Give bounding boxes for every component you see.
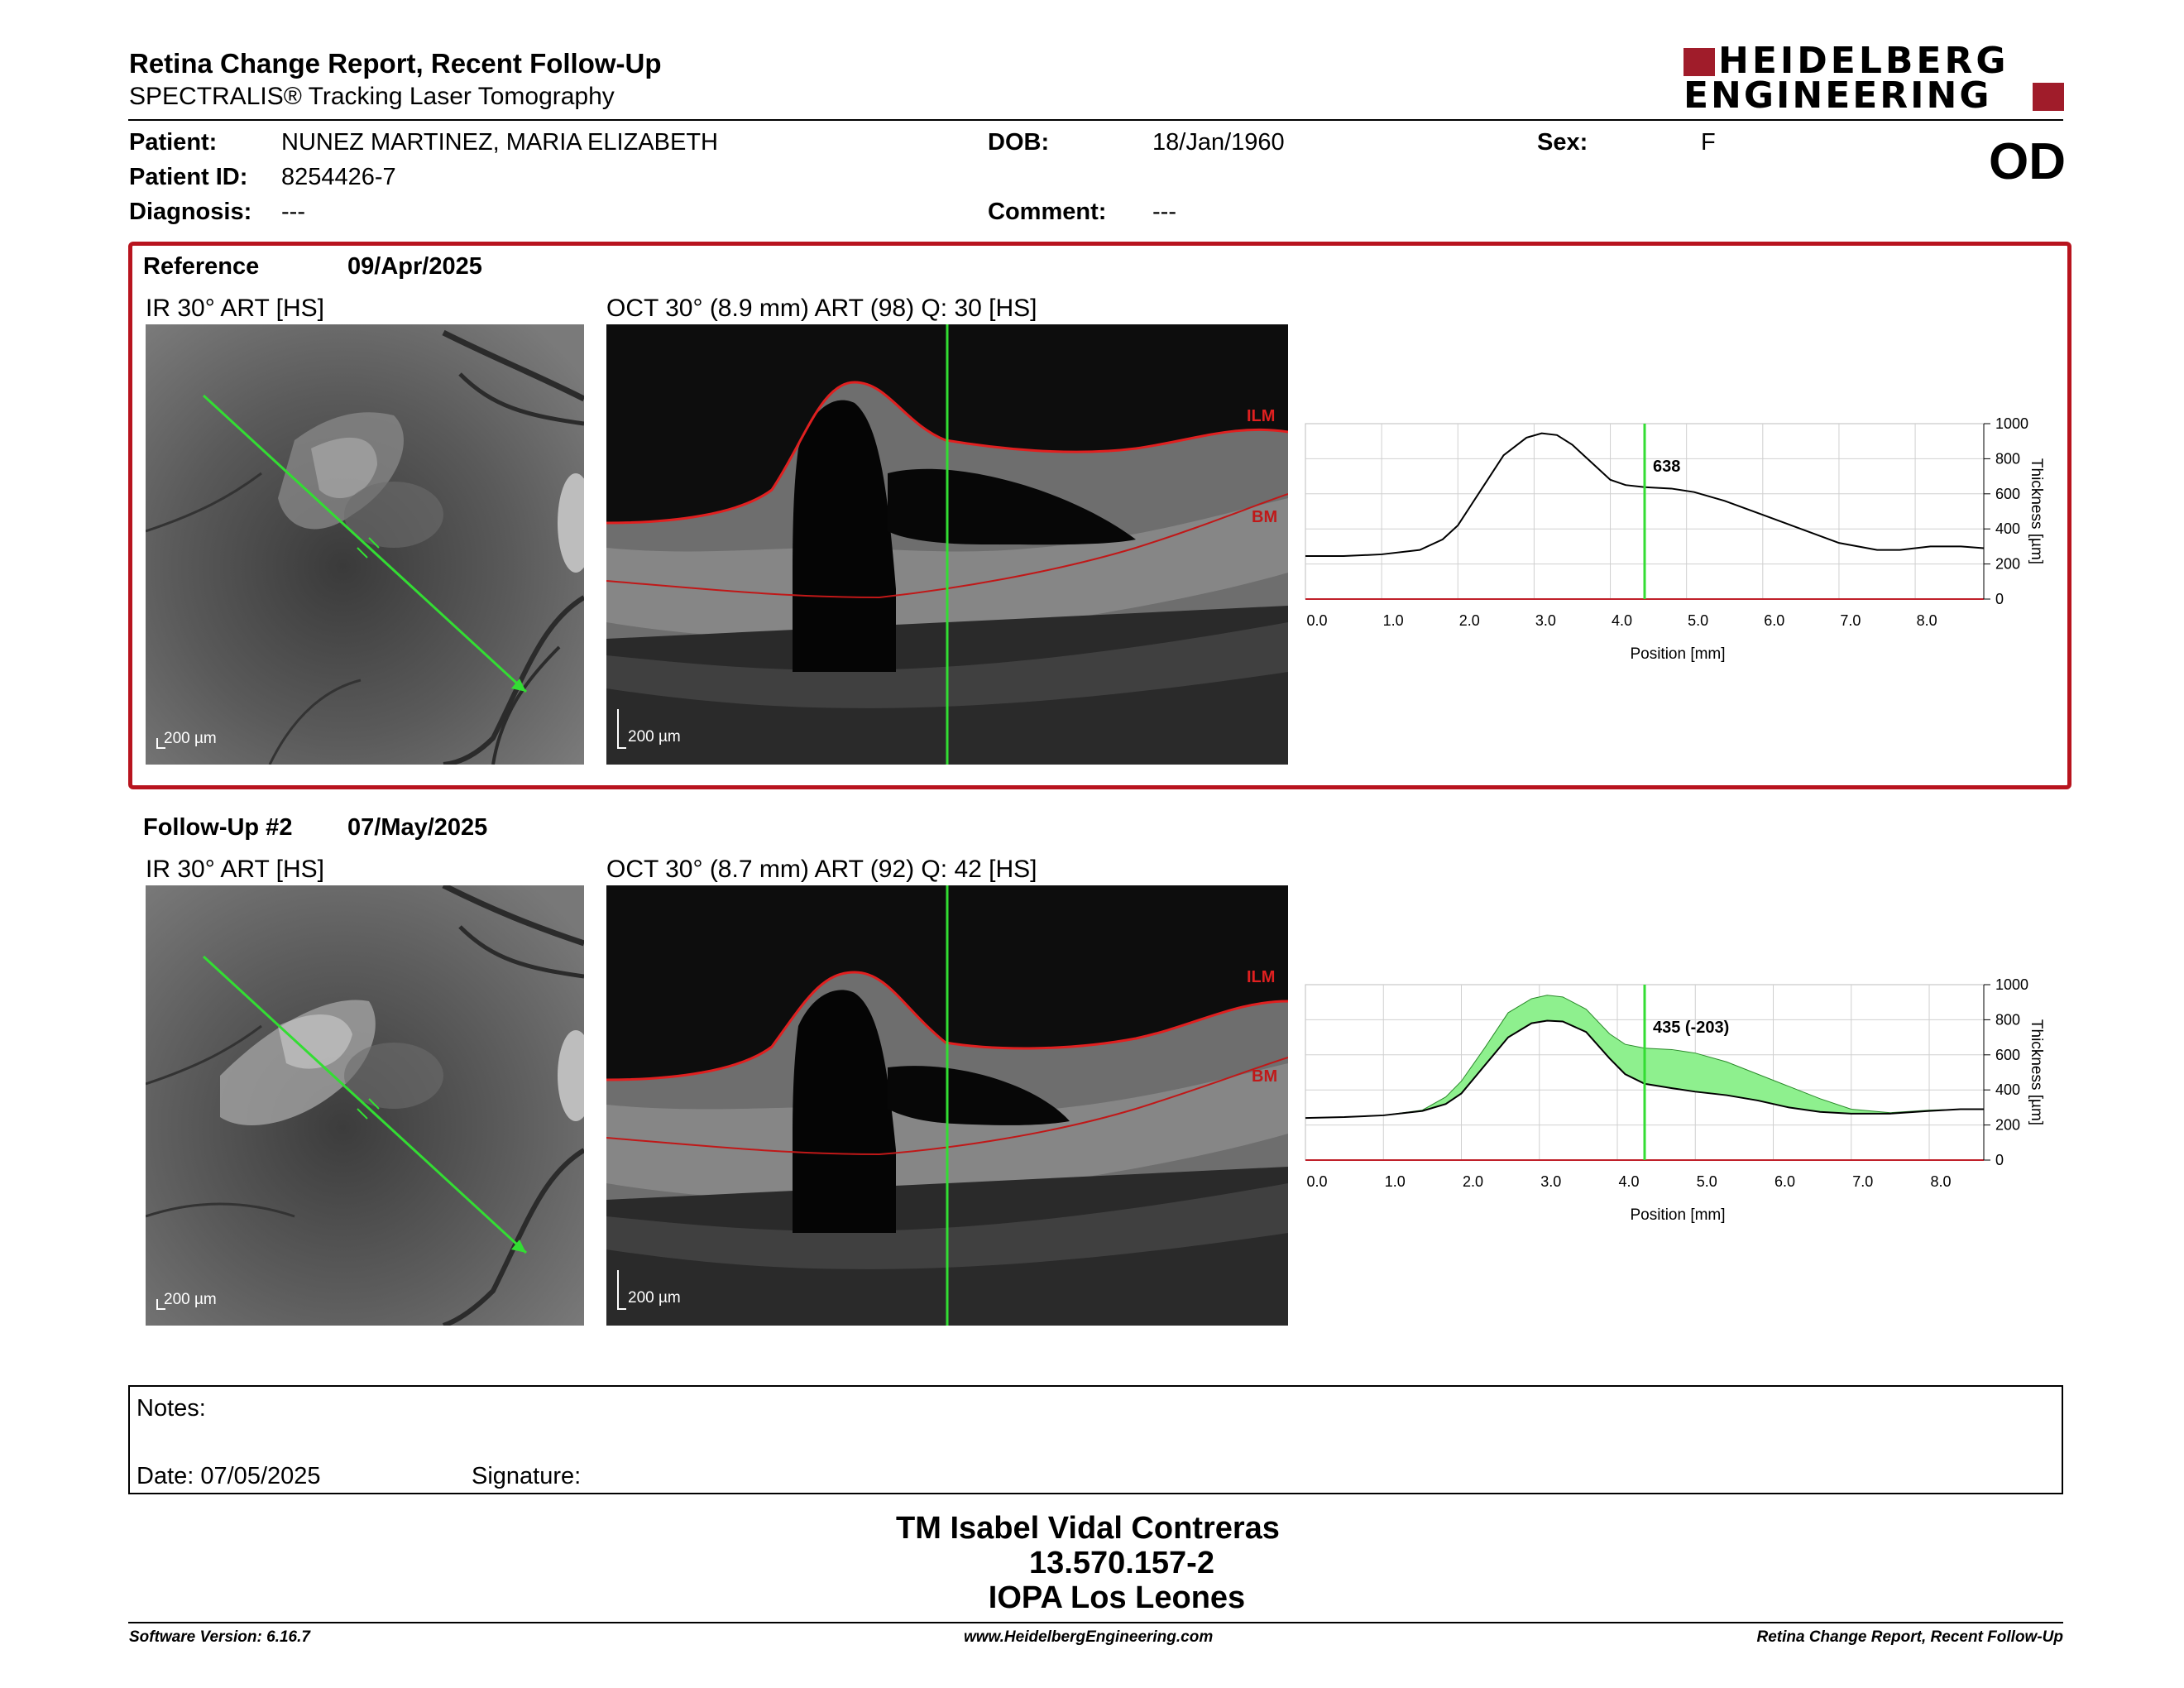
fu-chart-xtick-4: 4.0: [1618, 1173, 1639, 1190]
followup-bm-label: BM: [1252, 1067, 1278, 1086]
reference-ir-scale: 200 µm: [164, 730, 217, 747]
fu-chart-xtick-2: 2.0: [1463, 1173, 1483, 1190]
ref-chart-ylabel: Thickness [µm]: [2028, 458, 2045, 564]
followup-thickness-chart: 0.0 1.0 2.0 3.0 4.0 5.0 6.0 7.0 8.0 0 200 400 600 800…: [1305, 976, 2045, 1224]
reference-oct-caption: OCT 30° (8.9 mm) ART (98) Q: 30 [HS]: [606, 295, 1037, 322]
followup-oct-scale: 200 µm: [628, 1289, 681, 1307]
fu-chart-xtick-5: 5.0: [1697, 1173, 1717, 1190]
fu-chart-series-current: [1305, 1019, 1984, 1120]
logo-line-1: HEIDELBERG: [1718, 40, 2009, 82]
ref-chart-xtick-0: 0.0: [1306, 612, 1327, 629]
ref-chart-xlabel: Position [mm]: [1630, 645, 1725, 663]
report-title: Retina Change Report, Recent Follow-Up: [129, 48, 662, 79]
reference-thickness-chart: 0.0 1.0 2.0 3.0 4.0 5.0 6.0 7.0 8.0 0 200 400 600 800…: [1305, 415, 2045, 663]
fu-chart-xtick-1: 1.0: [1385, 1173, 1406, 1190]
notes-label: Notes:: [136, 1395, 206, 1422]
followup-ir-image: 200 µm: [146, 885, 584, 1326]
ref-chart-xtick-4: 4.0: [1612, 612, 1632, 629]
ref-chart-xtick-3: 3.0: [1535, 612, 1556, 629]
ref-chart-xtick-6: 6.0: [1764, 612, 1784, 629]
followup-oct-image: ILM BM 200 µm: [606, 885, 1288, 1326]
report-subtitle: SPECTRALIS® Tracking Laser Tomography: [129, 83, 615, 110]
ref-chart-ytick-400: 400: [1995, 520, 2020, 537]
patient-name: NUNEZ MARTINEZ, MARIA ELIZABETH: [281, 129, 718, 156]
ref-chart-xtick-1: 1.0: [1383, 612, 1404, 629]
fu-chart-ytick-600: 600: [1995, 1047, 2020, 1063]
patient-label: Patient:: [129, 129, 218, 156]
logo-line-2: ENGINEERING: [1684, 74, 1992, 117]
ref-chart-xtick-2: 2.0: [1459, 612, 1480, 629]
footer-divider: [128, 1622, 2063, 1623]
followup-ir-scale: 200 µm: [164, 1291, 217, 1308]
signer-id: 13.570.157-2: [1029, 1546, 1214, 1580]
logo-square-top: [1684, 48, 1715, 76]
eye-label: OD: [1989, 133, 2066, 190]
comment-label: Comment:: [988, 199, 1107, 225]
fu-chart-xlabel: Position [mm]: [1630, 1206, 1725, 1224]
fu-chart-ylabel: Thickness [µm]: [2028, 1019, 2045, 1125]
reference-ilm-label: ILM: [1247, 407, 1276, 425]
ref-chart-ytick-200: 200: [1995, 556, 2020, 573]
reference-oct-scale: 200 µm: [628, 728, 681, 746]
fu-chart-ytick-1000: 1000: [1995, 976, 2028, 993]
fu-chart-ytick-200: 200: [1995, 1117, 2020, 1134]
dob-value: 18/Jan/1960: [1152, 129, 1285, 156]
followup-label: Follow-Up #2: [143, 814, 293, 841]
signer-name: TM Isabel Vidal Contreras: [896, 1511, 1280, 1546]
ref-chart-ytick-1000: 1000: [1995, 415, 2028, 432]
notes-date: Date: 07/05/2025: [136, 1463, 321, 1489]
fu-chart-xtick-8: 8.0: [1931, 1173, 1952, 1190]
fu-chart-xtick-7: 7.0: [1852, 1173, 1873, 1190]
comment-value: ---: [1152, 199, 1176, 225]
ref-chart-ytick-600: 600: [1995, 486, 2020, 502]
fu-chart-ytick-400: 400: [1995, 1081, 2020, 1098]
reference-label: Reference: [143, 253, 260, 280]
ref-chart-ytick-800: 800: [1995, 450, 2020, 467]
fu-chart-marker-value: 435 (-203): [1653, 1019, 1729, 1037]
footer-report-name: Retina Change Report, Recent Follow-Up: [1756, 1628, 2063, 1646]
fu-chart-ytick-800: 800: [1995, 1011, 2020, 1028]
followup-oct-caption: OCT 30° (8.7 mm) ART (92) Q: 42 [HS]: [606, 856, 1037, 883]
reference-ir-caption: IR 30° ART [HS]: [146, 295, 324, 322]
notes-box[interactable]: Notes: Date: 07/05/2025 Signature:: [128, 1385, 2063, 1494]
reference-oct-image: ILM BM 200 µm: [606, 324, 1288, 765]
fu-chart-xtick-3: 3.0: [1540, 1173, 1561, 1190]
notes-signature-label: Signature:: [472, 1463, 582, 1489]
fu-chart-ytick-0: 0: [1995, 1152, 2004, 1168]
reference-frame: [128, 242, 2071, 789]
signer-institution: IOPA Los Leones: [988, 1580, 1246, 1615]
diagnosis-label: Diagnosis:: [129, 199, 252, 225]
heidelberg-logo: HEIDELBERG ENGINEERING: [1684, 40, 2064, 117]
dob-label: DOB:: [988, 129, 1050, 156]
followup-ir-caption: IR 30° ART [HS]: [146, 856, 324, 883]
header-divider: [128, 119, 2063, 121]
reference-date: 09/Apr/2025: [347, 253, 482, 280]
patient-id: 8254426-7: [281, 164, 396, 190]
footer-website[interactable]: www.HeidelbergEngineering.com: [964, 1628, 1214, 1646]
reference-ir-image: 200 µm: [146, 324, 584, 765]
ref-chart-marker-value: 638: [1653, 458, 1680, 476]
fu-chart-xtick-6: 6.0: [1774, 1173, 1795, 1190]
followup-ilm-label: ILM: [1247, 968, 1276, 986]
footer-software-version: Software Version: 6.16.7: [129, 1628, 310, 1646]
ref-chart-series-line: [1305, 432, 1985, 558]
fu-chart-xtick-0: 0.0: [1306, 1173, 1327, 1190]
diagnosis-value: ---: [281, 199, 305, 225]
ref-chart-xtick-8: 8.0: [1917, 612, 1937, 629]
ref-chart-xtick-7: 7.0: [1840, 612, 1861, 629]
patient-id-label: Patient ID:: [129, 164, 248, 190]
ref-chart-xtick-5: 5.0: [1688, 612, 1708, 629]
sex-label: Sex:: [1537, 129, 1588, 156]
logo-square-bottom: [2033, 83, 2064, 111]
sex-value: F: [1701, 129, 1716, 156]
reference-bm-label: BM: [1252, 508, 1278, 526]
followup-date: 07/May/2025: [347, 814, 488, 841]
ref-chart-ytick-0: 0: [1995, 591, 2004, 607]
